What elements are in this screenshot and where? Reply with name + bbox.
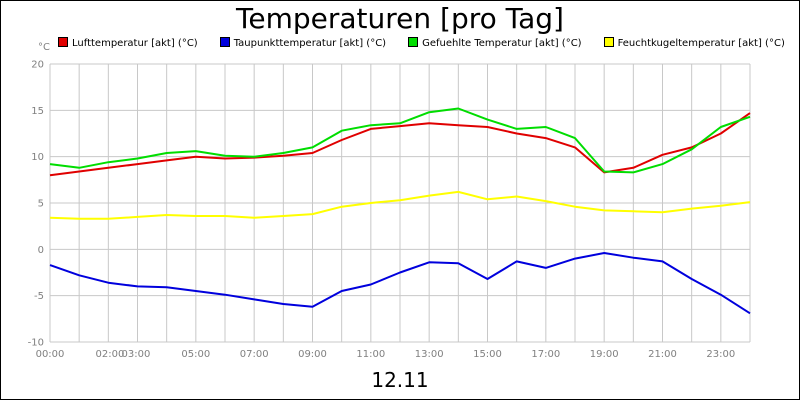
legend-swatch-feuchtkugeltemperatur [603, 37, 614, 47]
x-tick-label: 03:00 [122, 349, 151, 360]
legend-swatch-lufttemperatur [58, 37, 68, 47]
chart-legend: Lufttemperatur [akt] (°C) Taupunkttempera… [58, 37, 800, 51]
legend-label-lufttemperatur: Lufttemperatur [akt] (°C) [72, 38, 198, 49]
legend-label-taupunkttemperatur: Taupunkttemperatur [akt] (°C) [233, 38, 387, 49]
legend-swatch-gefuehlte-temperatur [408, 37, 419, 47]
y-tick-label: 5 [38, 199, 44, 210]
x-tick-label: 07:00 [240, 349, 269, 360]
x-tick-label: 13:00 [415, 349, 444, 360]
y-tick-label: 20 [31, 60, 44, 71]
y-tick-label: -5 [34, 291, 44, 302]
y-tick-label: 10 [31, 152, 44, 163]
legend-item-lufttemperatur: Lufttemperatur [akt] (°C) [58, 37, 198, 49]
legend-item-taupunkttemperatur: Taupunkttemperatur [akt] (°C) [219, 37, 387, 49]
series-line-1 [49, 252, 751, 315]
x-tick-label: 00:00 [36, 349, 65, 360]
x-axis-date-label: 12.11 [371, 368, 429, 392]
series-line-3 [49, 190, 751, 220]
series-line-0 [49, 112, 751, 177]
y-axis-unit-label: °C [38, 42, 50, 53]
x-tick-label: 09:00 [298, 349, 327, 360]
x-tick-label: 05:00 [181, 349, 210, 360]
x-tick-label: 15:00 [473, 349, 502, 360]
x-tick-label: 17:00 [531, 349, 560, 360]
legend-swatch-taupunkttemperatur [219, 37, 230, 47]
y-tick-label: 15 [31, 106, 44, 117]
y-tick-label: 0 [38, 245, 44, 256]
x-tick-label: 11:00 [356, 349, 385, 360]
x-tick-label: 19:00 [590, 349, 619, 360]
x-tick-label: 02:00 [96, 349, 125, 360]
legend-item-gefuehlte-temperatur: Gefuehlte Temperatur [akt] (°C) [408, 37, 582, 49]
legend-label-feuchtkugeltemperatur: Feuchtkugeltemperatur [akt] (°C) [617, 38, 785, 49]
series-line-2 [49, 107, 751, 174]
y-tick-label: -10 [28, 338, 44, 349]
legend-item-feuchtkugeltemperatur: Feuchtkugeltemperatur [akt] (°C) [603, 37, 785, 49]
legend-label-gefuehlte-temperatur: Gefuehlte Temperatur [akt] (°C) [422, 38, 582, 49]
x-tick-label: 21:00 [648, 349, 677, 360]
x-tick-label: 23:00 [706, 349, 735, 360]
chart-title: Temperaturen [pro Tag] [236, 2, 564, 35]
